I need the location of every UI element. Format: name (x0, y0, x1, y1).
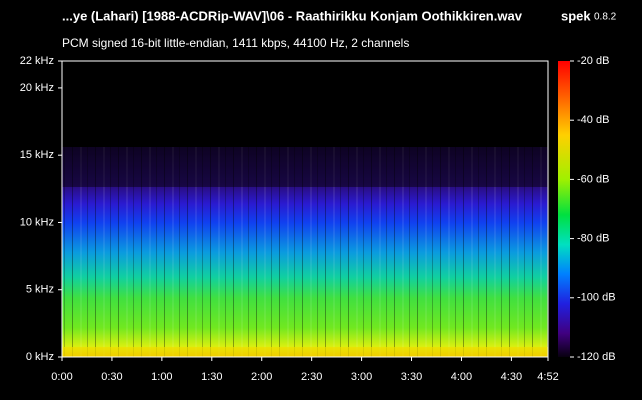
x-tick-label: 3:00 (351, 371, 372, 383)
colorbar (558, 61, 570, 357)
colorbar-tick-label: -20 dB (577, 55, 609, 67)
colorbar-tick-label: -100 dB (577, 292, 616, 304)
x-tick-label: 3:30 (401, 371, 422, 383)
x-tick-label: 1:00 (151, 371, 172, 383)
app-version: 0.8.2 (594, 12, 617, 23)
file-title: ...ye (Lahari) [1988-ACDRip-WAV]\06 - Ra… (62, 8, 523, 23)
colorbar-tick-label: -60 dB (577, 173, 609, 185)
x-tick-label: 2:00 (251, 371, 272, 383)
x-tick-label: 4:52 (537, 371, 558, 383)
app-name: spek (561, 8, 591, 23)
x-tick-label: 2:30 (301, 371, 322, 383)
y-tick-label: 20 kHz (20, 82, 54, 94)
colorbar-tick-label: -40 dB (577, 114, 609, 126)
plot-frame (61, 60, 549, 358)
y-tick-label: 10 kHz (20, 216, 54, 228)
x-tick-label: 0:00 (51, 371, 72, 383)
spectrogram (62, 61, 548, 357)
y-tick-label: 0 kHz (26, 351, 54, 363)
y-tick-label: 5 kHz (26, 284, 54, 296)
y-tick-label: 22 kHz (20, 55, 54, 67)
colorbar-tick-label: -80 dB (577, 233, 609, 245)
x-tick-label: 0:30 (101, 371, 122, 383)
colorbar-tick-label: -120 dB (577, 351, 616, 363)
subtitle: PCM signed 16-bit little-endian, 1411 kb… (62, 36, 409, 50)
y-tick-label: 15 kHz (20, 149, 54, 161)
x-tick-label: 4:30 (501, 371, 522, 383)
x-tick-label: 4:00 (451, 371, 472, 383)
x-tick-label: 1:30 (201, 371, 222, 383)
